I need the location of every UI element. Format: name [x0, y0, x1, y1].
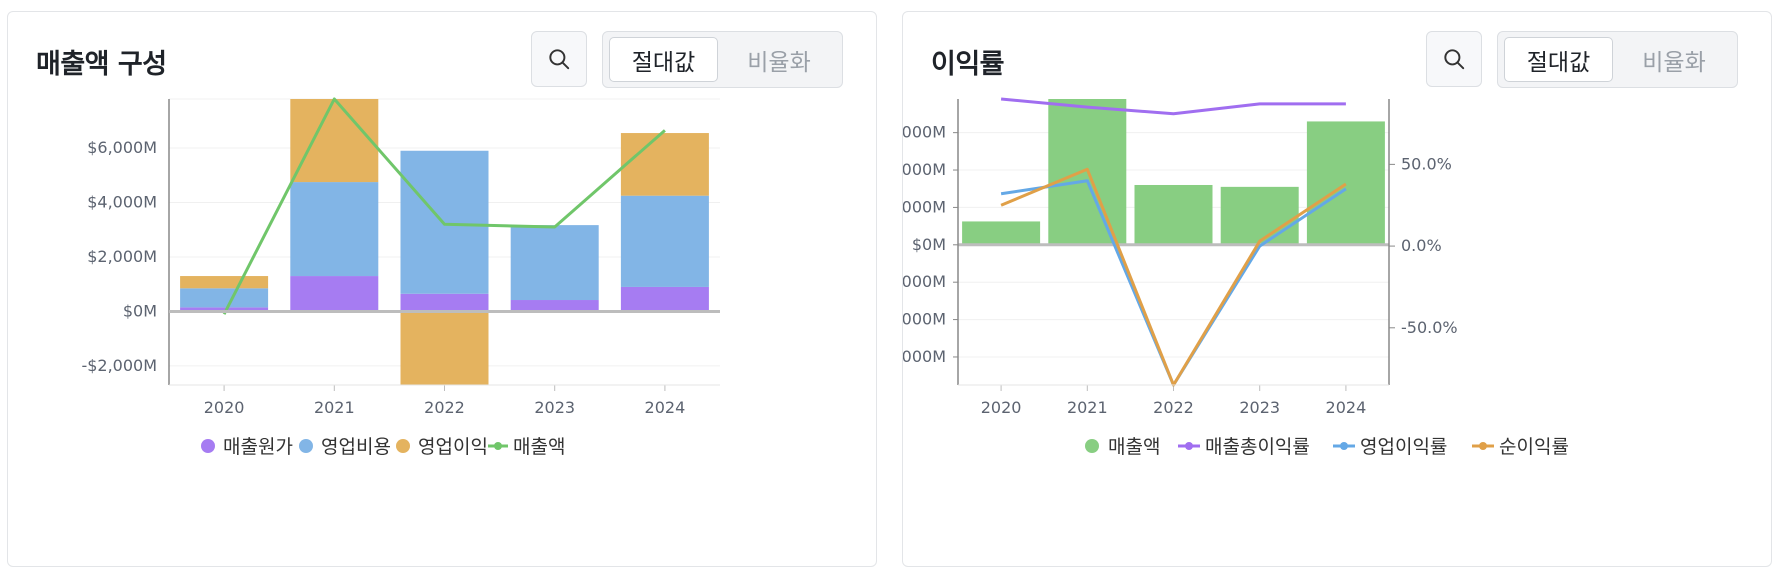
- x-tick-label: 2021: [314, 398, 355, 417]
- revenue-composition-chart: -$2,000M $0M $2,000M $4,000M $6,000M 2020 2021…: [81, 97, 720, 458]
- y-tick-label-left: $6,000M: [903, 123, 946, 142]
- panel-title: 이익률: [931, 49, 1005, 80]
- x-tick-label: 2024: [1326, 398, 1367, 417]
- bar-revenue-2020: [962, 221, 1041, 245]
- bar-영업이익-2022: [400, 311, 489, 385]
- normalized-option[interactable]: 비율화: [747, 49, 811, 76]
- legend-label: 영업비용: [321, 436, 391, 458]
- revenue-composition-card: 매출액 구성 절대값 비율화 -$2,000M $0M $2,000M $4,000M…: [7, 11, 877, 567]
- y-tick-label-left: -$4,000M: [903, 310, 946, 329]
- legend-label: 순이익률: [1499, 436, 1569, 458]
- search-icon: [1444, 49, 1465, 70]
- x-tick-label: 2022: [424, 398, 465, 417]
- bar-매출원가-2024: [620, 286, 709, 312]
- bar-영업비용-2020: [180, 288, 269, 308]
- x-tick-label: 2024: [645, 398, 686, 417]
- search-button[interactable]: [531, 31, 587, 87]
- bar-영업비용-2024: [620, 195, 709, 287]
- legend-label: 영업이익률: [1360, 436, 1447, 458]
- bar-영업이익-2021: [290, 99, 379, 183]
- legend-marker: [396, 439, 410, 453]
- bar-영업이익-2024: [620, 133, 709, 196]
- x-tick-label: 2022: [1153, 398, 1194, 417]
- x-tick-label: 2020: [204, 398, 245, 417]
- bar-영업비용-2021: [290, 182, 379, 277]
- line-매출액: [222, 97, 666, 315]
- normalized-option[interactable]: 비율화: [1642, 49, 1706, 76]
- legend-marker: [1085, 439, 1099, 453]
- legend-marker: [1479, 442, 1487, 450]
- y-tick-label-left: $0M: [912, 235, 946, 254]
- bar-매출원가-2021: [290, 276, 379, 312]
- y-tick-label-left: $2,000M: [903, 197, 946, 216]
- bar-영업비용-2023: [510, 225, 599, 301]
- y-tick-label-right: 50.0%: [1401, 154, 1452, 173]
- profit-margin-card: 이익률 절대값 비율화 -$6,000M -$4,000M -$2,000M $0M $…: [902, 11, 1772, 567]
- y-tick-label: $2,000M: [87, 247, 157, 266]
- view-mode-toggle: 절대값 비율화: [602, 31, 843, 88]
- y-tick-label: $4,000M: [87, 193, 157, 212]
- legend-label: 매출총이익률: [1205, 436, 1310, 458]
- legend-label: 매출원가: [223, 436, 293, 458]
- profit-margin-chart: -$6,000M -$4,000M -$2,000M $0M $2,000M $4,000…: [903, 97, 1569, 458]
- legend-marker: [201, 439, 215, 453]
- legend-marker: [1185, 442, 1193, 450]
- x-tick-label: 2020: [981, 398, 1022, 417]
- bar-영업이익-2020: [180, 276, 269, 289]
- y-tick-label: $0M: [123, 301, 157, 320]
- legend-label: 영업이익: [418, 436, 488, 458]
- bar-revenue-2023: [1220, 186, 1299, 245]
- y-tick-label: $6,000M: [87, 138, 157, 157]
- y-tick-label-right: 0.0%: [1401, 236, 1442, 255]
- absolute-option[interactable]: 절대값: [1504, 37, 1613, 82]
- x-tick-label: 2023: [1239, 398, 1280, 417]
- x-tick-label: 2023: [534, 398, 575, 417]
- search-button[interactable]: [1426, 31, 1482, 87]
- bar-매출원가-2023: [510, 300, 599, 312]
- legend-label: 매출액: [1108, 436, 1160, 458]
- legend-marker: [1340, 442, 1348, 450]
- bar-revenue-2024: [1306, 121, 1385, 245]
- bar-매출원가-2020: [180, 307, 269, 312]
- y-tick-label-left: -$6,000M: [903, 347, 946, 366]
- legend-label: 매출액: [513, 436, 565, 458]
- view-mode-toggle: 절대값 비율화: [1497, 31, 1738, 88]
- x-tick-label: 2021: [1067, 398, 1108, 417]
- search-icon: [549, 49, 570, 70]
- bar-revenue-2022: [1134, 184, 1213, 245]
- line-매출총이익률: [1000, 97, 1346, 116]
- panel-title: 매출액 구성: [36, 49, 167, 80]
- y-tick-label-left: $4,000M: [903, 160, 946, 179]
- y-tick-label-left: -$2,000M: [903, 272, 946, 291]
- y-tick-label-right: -50.0%: [1401, 318, 1458, 337]
- legend-marker: [299, 439, 313, 453]
- y-tick-label: -$2,000M: [81, 356, 157, 375]
- absolute-option[interactable]: 절대값: [609, 37, 718, 82]
- legend-marker: [494, 442, 502, 450]
- bar-매출원가-2022: [400, 293, 489, 312]
